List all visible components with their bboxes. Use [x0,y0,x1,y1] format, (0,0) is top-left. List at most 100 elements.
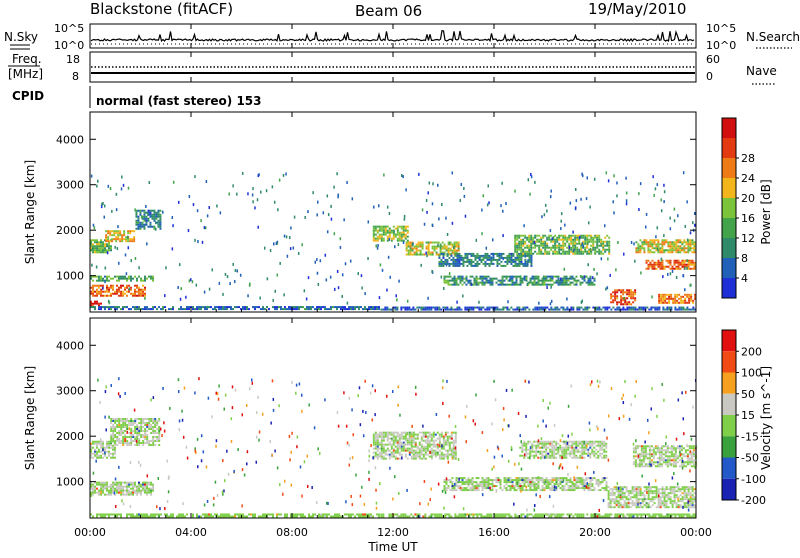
data-cell [254,513,256,515]
data-cell [516,245,518,247]
data-cell [659,251,661,253]
data-cell [128,187,130,190]
data-cell [496,282,498,284]
data-cell [494,259,496,261]
data-cell [632,297,634,299]
data-cell [663,239,665,241]
data-cell [130,430,132,432]
data-cell [441,454,443,456]
data-cell [460,257,462,259]
data-cell [433,434,435,436]
data-cell [534,247,536,249]
data-cell [421,436,423,438]
data-cell [94,490,96,492]
colorbar-tick-label: 20 [741,192,755,205]
data-cell [516,477,518,479]
data-cell [98,484,100,486]
data-cell [354,308,356,310]
data-cell [192,280,194,283]
data-cell [488,265,490,267]
data-cell [671,251,673,253]
data-cell [286,235,288,238]
data-cell [200,515,202,517]
data-cell [156,422,158,424]
data-cell [521,451,523,453]
data-cell [428,250,430,252]
data-cell [512,278,514,280]
data-cell [158,515,160,517]
data-cell [123,184,125,187]
data-cell [158,436,160,438]
data-cell [234,280,236,283]
data-cell [527,283,529,286]
data-cell [92,280,94,282]
data-cell [405,436,407,438]
data-cell [152,488,154,490]
data-cell [409,440,411,442]
data-cell [399,444,401,446]
data-cell [556,309,558,311]
data-cell [570,489,572,491]
data-cell [675,243,677,245]
data-cell [134,293,136,295]
data-cell [514,485,516,487]
data-cell [438,309,440,311]
data-cell [587,263,589,266]
data-cell [565,457,567,459]
data-cell [544,247,546,249]
data-cell [460,263,462,265]
data-cell [413,432,415,434]
data-cell [654,490,656,492]
data-cell [562,280,564,282]
data-cell [572,245,574,247]
data-cell [405,236,407,238]
data-cell [568,487,570,489]
data-cell [466,278,468,280]
data-cell [449,436,451,438]
data-cell [662,488,664,490]
data-cell [424,309,426,311]
data-cell [622,303,624,305]
data-cell [630,297,632,299]
data-cell [604,479,606,481]
data-cell [411,438,413,440]
data-cell [414,248,416,250]
data-cell [660,298,662,300]
data-cell [544,249,546,251]
data-cell [456,255,458,257]
data-cell [406,254,408,256]
data-cell [234,513,236,515]
data-cell [246,515,248,517]
data-cell [405,456,407,458]
data-cell [510,257,512,259]
data-cell [444,282,446,284]
data-cell [362,515,364,517]
data-cell [314,308,316,310]
data-cell [600,251,602,253]
data-cell [558,282,560,284]
data-cell [426,199,428,202]
data-cell [444,487,446,489]
data-cell [567,445,569,447]
data-cell [685,247,687,249]
data-cell [159,226,161,228]
data-cell [552,284,554,286]
data-cell [337,270,339,273]
data-cell [447,452,449,454]
data-cell [482,257,484,259]
data-cell [676,300,678,302]
data-cell [446,246,448,248]
data-cell [546,253,548,255]
data-cell [379,444,381,446]
data-cell [462,481,464,483]
data-cell [612,301,614,303]
data-cell [492,487,494,489]
data-cell [474,487,476,489]
data-cell [419,454,421,456]
data-cell [130,420,132,422]
data-cell [128,444,130,446]
data-cell [106,513,108,515]
data-cell [140,442,142,444]
data-cell [212,515,214,517]
data-cell [648,486,650,488]
